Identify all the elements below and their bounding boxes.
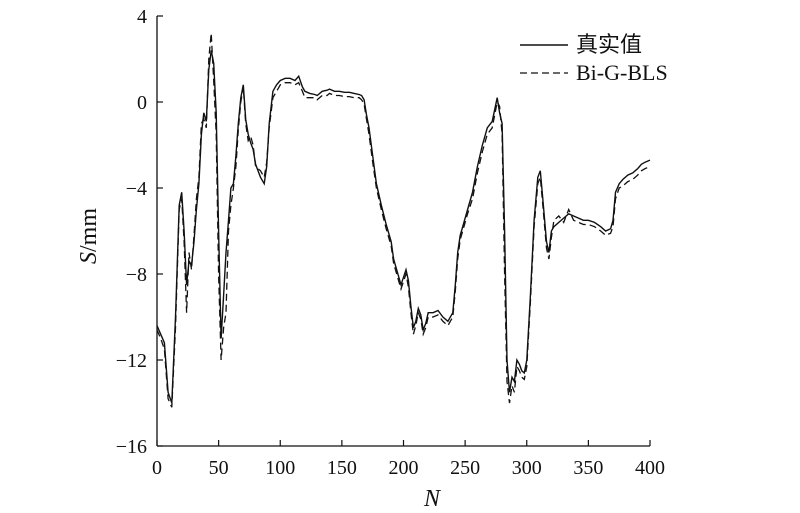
y-axis-unit: /mm [76,208,102,252]
plot-area: 0 50 100 150 200 250 300 350 400 4 0 −4 −8 −12 −16 [116,6,665,479]
legend-label-1: 真实值 [576,32,642,57]
series-layer [156,33,651,408]
legend-label-2: Bi-G-BLS [576,60,668,85]
y-tick-label: −4 [126,178,147,200]
y-axis-ticks: 4 0 −4 −8 −12 −16 [116,6,163,458]
x-tick-label: 100 [265,457,295,479]
x-tick-label: 350 [573,457,603,479]
x-tick-label: 300 [512,457,542,479]
x-tick-label: 250 [450,457,480,479]
y-tick-label: 0 [137,92,147,114]
y-axis-symbol: S [76,252,102,264]
y-tick-label: 4 [137,6,147,28]
x-tick-label: 150 [327,457,357,479]
x-axis-title: N [423,486,442,512]
series-line-1 [156,50,651,404]
y-axis-title: S/mm [76,208,102,264]
x-tick-label: 200 [389,457,419,479]
x-tick-label: 50 [209,457,229,479]
series-line-2 [156,33,651,408]
x-tick-label: 400 [635,457,665,479]
legend: 真实值 Bi-G-BLS [520,32,668,85]
x-axis-ticks: 0 50 100 150 200 250 300 350 400 [152,440,665,479]
y-tick-label: −16 [116,436,147,458]
y-tick-label: −12 [116,350,147,372]
y-tick-label: −8 [126,264,147,286]
x-tick-label: 0 [152,457,162,479]
